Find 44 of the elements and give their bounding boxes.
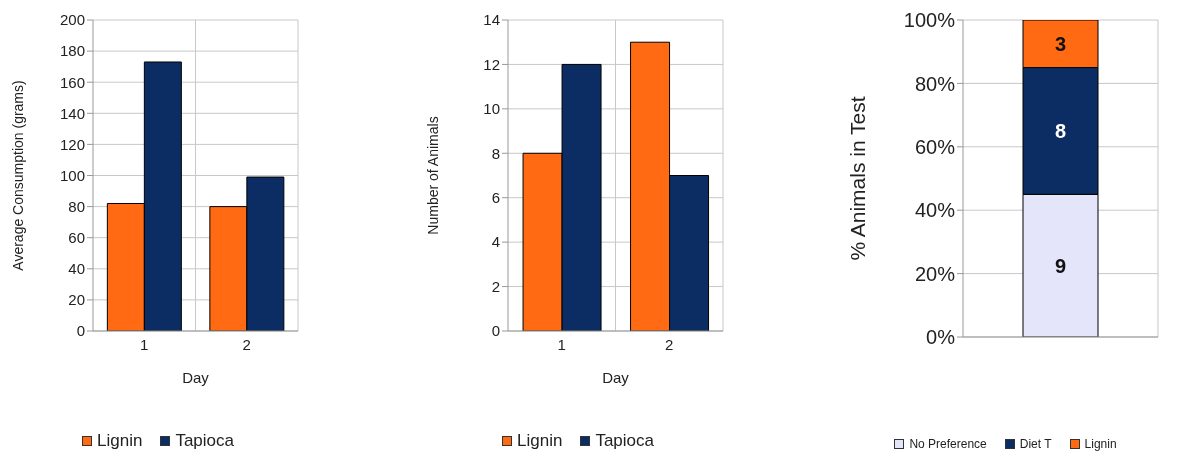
- x-axis-title: Day: [182, 369, 210, 386]
- x-axis-title: Day: [602, 369, 630, 386]
- x-tick-label: 2: [242, 335, 251, 353]
- legend-label: Lignin: [1084, 437, 1117, 451]
- y-tick-label: 160: [59, 73, 85, 91]
- y-tick-label: 6: [491, 189, 500, 207]
- y-axis-title: Average Consumption (grams): [9, 80, 26, 271]
- y-tick-label: 20%: [914, 262, 956, 285]
- annotation: 8: [1054, 120, 1067, 143]
- y-tick-label: 8: [491, 144, 500, 162]
- y-tick-label: 140: [59, 104, 85, 122]
- y-tick-label: 60%: [914, 135, 956, 158]
- annotation: 9: [1054, 254, 1067, 277]
- y-tick-label: 100: [59, 166, 85, 184]
- x-tick-label: 1: [140, 335, 149, 353]
- legend-label: Lignin: [517, 431, 563, 451]
- y-axis-title: Number of Animals: [424, 116, 441, 235]
- x-tick-label: 1: [557, 335, 566, 353]
- y-tick-label: 80: [68, 197, 85, 215]
- x-tick-label: 2: [665, 335, 674, 353]
- legend-label: No Preference: [909, 437, 987, 451]
- y-tick-label: 40: [68, 260, 85, 278]
- y-tick-label: 80%: [914, 72, 956, 95]
- annotation: 3: [1054, 32, 1067, 55]
- y-tick-label: 40%: [914, 199, 956, 222]
- y-tick-label: 100%: [903, 9, 956, 32]
- y-tick-label: 0%: [926, 326, 956, 349]
- y-tick-label: 180: [59, 42, 85, 60]
- y-tick-label: 4: [491, 233, 500, 251]
- y-tick-label: 200: [59, 11, 85, 29]
- legend-label: Tapioca: [175, 431, 234, 451]
- y-tick-label: 10: [483, 100, 500, 118]
- y-tick-label: 20: [68, 291, 85, 309]
- legend-label: Tapioca: [595, 431, 654, 451]
- legend-label: Diet T: [1019, 437, 1052, 451]
- y-tick-label: 60: [68, 229, 85, 247]
- y-tick-label: 0: [76, 322, 85, 340]
- y-tick-label: 14: [483, 11, 500, 29]
- y-axis-title: % Animals in Test: [846, 96, 870, 261]
- y-tick-label: 120: [59, 135, 85, 153]
- y-tick-label: 0: [491, 322, 500, 340]
- y-tick-label: 2: [491, 277, 500, 295]
- y-tick-label: 12: [483, 55, 500, 73]
- legend-label: Lignin: [97, 431, 143, 451]
